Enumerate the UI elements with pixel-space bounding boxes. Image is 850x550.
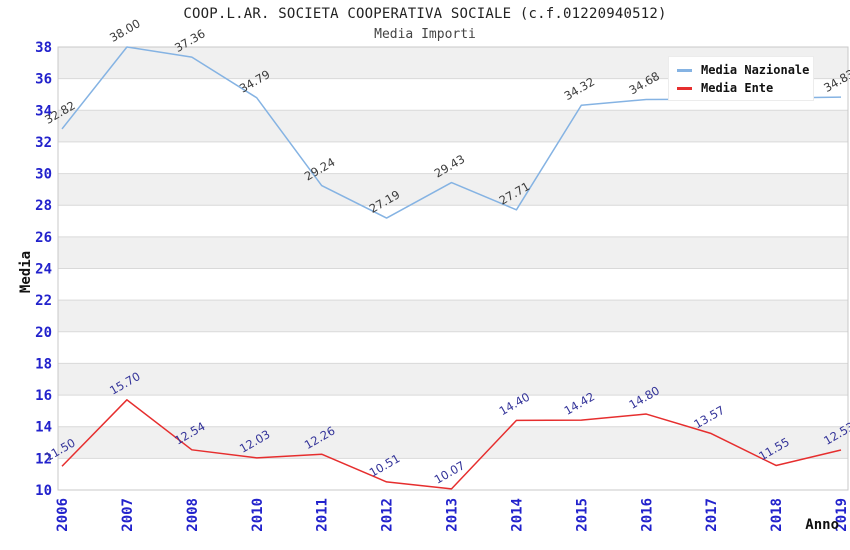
svg-text:2017: 2017 bbox=[704, 498, 720, 532]
y-axis-title: Media bbox=[18, 251, 34, 293]
svg-text:20: 20 bbox=[35, 325, 52, 341]
svg-text:10: 10 bbox=[35, 483, 52, 499]
svg-text:24: 24 bbox=[35, 262, 52, 278]
svg-text:2008: 2008 bbox=[185, 498, 201, 532]
svg-text:2013: 2013 bbox=[445, 498, 461, 532]
svg-text:2015: 2015 bbox=[574, 498, 590, 532]
legend-item-media-ente: Media Ente bbox=[677, 79, 807, 97]
gridlines bbox=[57, 46, 849, 491]
svg-text:26: 26 bbox=[35, 230, 52, 246]
svg-text:38: 38 bbox=[35, 40, 52, 56]
legend-label-media-ente: Media Ente bbox=[701, 81, 774, 95]
svg-text:2016: 2016 bbox=[639, 498, 655, 532]
plot-bands bbox=[58, 47, 848, 459]
svg-text:16: 16 bbox=[35, 388, 52, 404]
legend-item-media-nazionale: Media Nazionale bbox=[677, 61, 810, 79]
svg-text:38.00: 38.00 bbox=[107, 16, 143, 45]
svg-text:10.07: 10.07 bbox=[432, 458, 468, 487]
legend-line-swatch-ente bbox=[677, 86, 692, 90]
svg-text:18: 18 bbox=[35, 356, 52, 372]
legend: Media Nazionale Media Ente bbox=[668, 56, 814, 101]
svg-text:2006: 2006 bbox=[55, 498, 71, 532]
svg-text:14: 14 bbox=[35, 420, 52, 436]
svg-text:34: 34 bbox=[35, 103, 52, 119]
svg-text:32: 32 bbox=[35, 135, 52, 151]
legend-label-media-nazionale: Media Nazionale bbox=[701, 63, 810, 77]
svg-text:2019: 2019 bbox=[834, 498, 850, 532]
chart-title: COOP.L.AR. SOCIETA COOPERATIVA SOCIALE (… bbox=[183, 6, 667, 22]
svg-text:2018: 2018 bbox=[769, 498, 785, 532]
y-axis-tick-labels: 10 12 14 16 18 20 22 24 26 28 30 32 34 36 38 bbox=[35, 40, 52, 499]
svg-text:22: 22 bbox=[35, 293, 52, 309]
series-line-media-ente bbox=[61, 399, 842, 490]
legend-line-swatch-nazionale bbox=[677, 68, 692, 72]
svg-text:2011: 2011 bbox=[315, 498, 331, 532]
svg-text:2010: 2010 bbox=[250, 498, 266, 532]
svg-text:28: 28 bbox=[35, 198, 52, 214]
svg-text:2014: 2014 bbox=[509, 498, 525, 532]
x-axis-tick-labels: 2006 2007 2008 2010 2011 2012 2013 2014 2015 2016… bbox=[55, 498, 850, 532]
svg-text:12: 12 bbox=[35, 451, 52, 467]
svg-text:2012: 2012 bbox=[380, 498, 396, 532]
x-axis-title: Anno bbox=[805, 517, 839, 533]
svg-text:30: 30 bbox=[35, 167, 52, 183]
svg-text:36: 36 bbox=[35, 72, 52, 88]
svg-text:2007: 2007 bbox=[120, 498, 136, 532]
chart-subtitle: Media Importi bbox=[374, 27, 476, 42]
